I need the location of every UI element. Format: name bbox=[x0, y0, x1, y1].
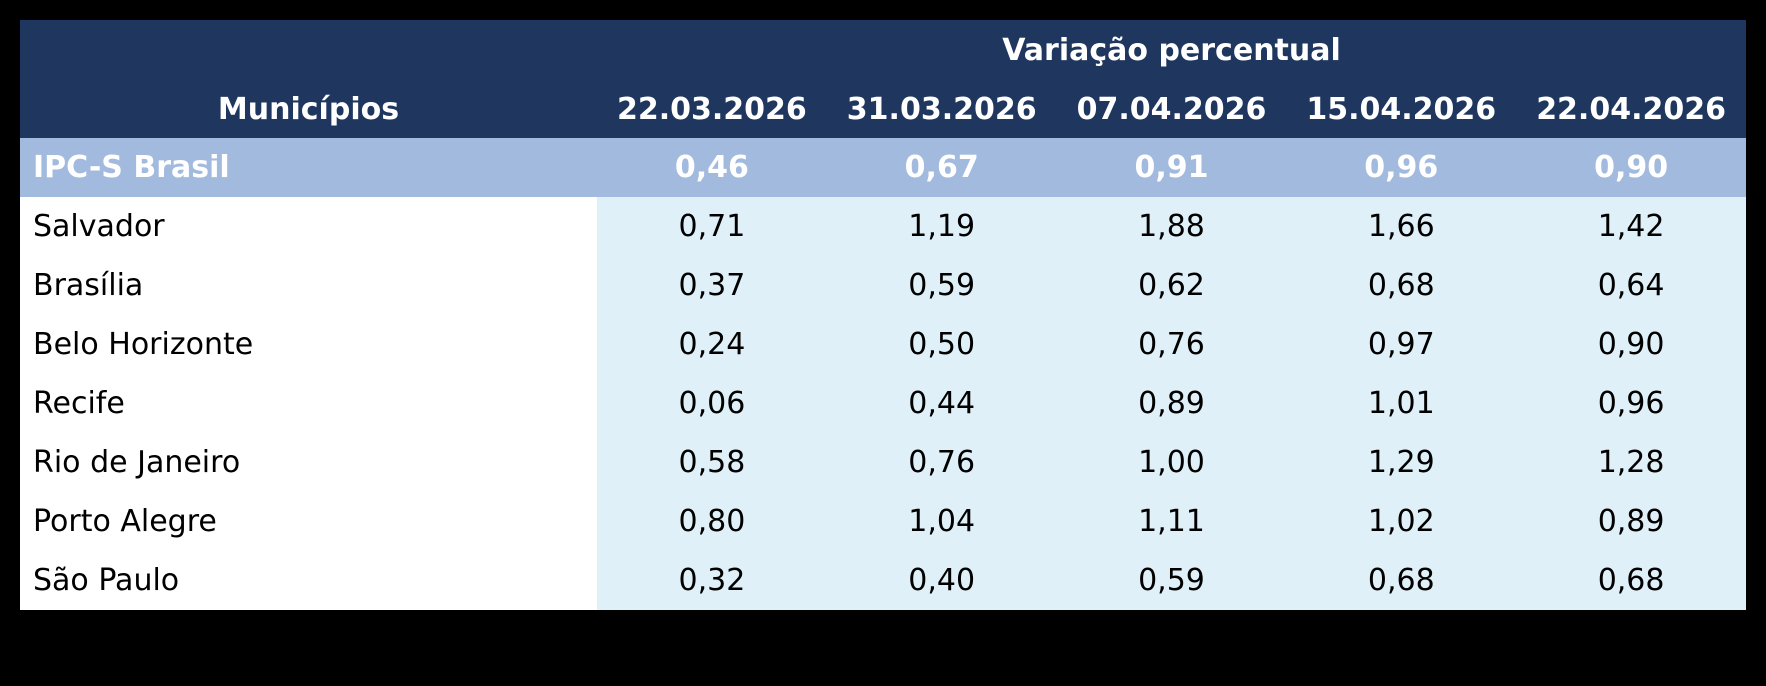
table-row: Belo Horizonte 0,24 0,50 0,76 0,97 0,90 bbox=[20, 315, 1746, 374]
cell-value: 0,40 bbox=[826, 551, 1057, 610]
cell-value: 0,44 bbox=[826, 374, 1057, 433]
ipc-s-table: Variação percentual Municípios 22.03.202… bbox=[20, 20, 1746, 610]
cell-value: 0,90 bbox=[1516, 138, 1746, 197]
table-row: Porto Alegre 0,80 1,04 1,11 1,02 0,89 bbox=[20, 492, 1746, 551]
cell-value: 0,62 bbox=[1056, 256, 1287, 315]
cell-value: 0,97 bbox=[1286, 315, 1517, 374]
table-row: Recife 0,06 0,44 0,89 1,01 0,96 bbox=[20, 374, 1746, 433]
row-label: São Paulo bbox=[20, 551, 597, 610]
header-group-row: Variação percentual bbox=[20, 20, 1746, 80]
cell-value: 1,66 bbox=[1286, 197, 1517, 256]
cell-value: 0,90 bbox=[1516, 315, 1746, 374]
cell-value: 1,02 bbox=[1286, 492, 1517, 551]
cell-value: 1,88 bbox=[1056, 197, 1287, 256]
row-label: Rio de Janeiro bbox=[20, 433, 597, 492]
cell-value: 0,89 bbox=[1056, 374, 1287, 433]
row-label: IPC-S Brasil bbox=[20, 138, 597, 197]
cell-value: 0,96 bbox=[1516, 374, 1746, 433]
cell-value: 1,04 bbox=[826, 492, 1057, 551]
cell-value: 1,29 bbox=[1286, 433, 1517, 492]
table-row: Rio de Janeiro 0,58 0,76 1,00 1,29 1,28 bbox=[20, 433, 1746, 492]
cell-value: 0,76 bbox=[826, 433, 1057, 492]
cell-value: 0,50 bbox=[826, 315, 1057, 374]
cell-value: 0,96 bbox=[1286, 138, 1517, 197]
column-header-date: 22.04.2026 bbox=[1516, 80, 1746, 138]
summary-row: IPC-S Brasil 0,46 0,67 0,91 0,96 0,90 bbox=[20, 138, 1746, 197]
cell-value: 1,00 bbox=[1056, 433, 1287, 492]
cell-value: 0,89 bbox=[1516, 492, 1746, 551]
cell-value: 0,06 bbox=[597, 374, 827, 433]
cell-value: 0,80 bbox=[597, 492, 827, 551]
header-row: Municípios 22.03.2026 31.03.2026 07.04.2… bbox=[20, 80, 1746, 138]
cell-value: 0,58 bbox=[597, 433, 827, 492]
column-header-date: 15.04.2026 bbox=[1286, 80, 1517, 138]
cell-value: 0,24 bbox=[597, 315, 827, 374]
column-header-date: 31.03.2026 bbox=[826, 80, 1057, 138]
cell-value: 0,68 bbox=[1286, 256, 1517, 315]
column-header-date: 07.04.2026 bbox=[1056, 80, 1287, 138]
cell-value: 0,37 bbox=[597, 256, 827, 315]
cell-value: 0,68 bbox=[1286, 551, 1517, 610]
header-empty-cell bbox=[20, 20, 597, 80]
row-label: Brasília bbox=[20, 256, 597, 315]
cell-value: 0,59 bbox=[1056, 551, 1287, 610]
cell-value: 0,59 bbox=[826, 256, 1057, 315]
cell-value: 0,67 bbox=[826, 138, 1057, 197]
cell-value: 1,01 bbox=[1286, 374, 1517, 433]
cell-value: 0,71 bbox=[597, 197, 827, 256]
row-label: Porto Alegre bbox=[20, 492, 597, 551]
cell-value: 0,91 bbox=[1056, 138, 1287, 197]
cell-value: 1,28 bbox=[1516, 433, 1746, 492]
cell-value: 0,32 bbox=[597, 551, 827, 610]
group-header: Variação percentual bbox=[597, 20, 1746, 80]
table-row: São Paulo 0,32 0,40 0,59 0,68 0,68 bbox=[20, 551, 1746, 610]
cell-value: 1,19 bbox=[826, 197, 1057, 256]
cell-value: 1,42 bbox=[1516, 197, 1746, 256]
row-label: Belo Horizonte bbox=[20, 315, 597, 374]
cell-value: 0,76 bbox=[1056, 315, 1287, 374]
row-label: Salvador bbox=[20, 197, 597, 256]
cell-value: 0,46 bbox=[597, 138, 827, 197]
column-header-municipios: Municípios bbox=[20, 80, 597, 138]
row-label: Recife bbox=[20, 374, 597, 433]
column-header-date: 22.03.2026 bbox=[597, 80, 827, 138]
table-row: Salvador 0,71 1,19 1,88 1,66 1,42 bbox=[20, 197, 1746, 256]
cell-value: 0,68 bbox=[1516, 551, 1746, 610]
cell-value: 0,64 bbox=[1516, 256, 1746, 315]
cell-value: 1,11 bbox=[1056, 492, 1287, 551]
table-row: Brasília 0,37 0,59 0,62 0,68 0,64 bbox=[20, 256, 1746, 315]
